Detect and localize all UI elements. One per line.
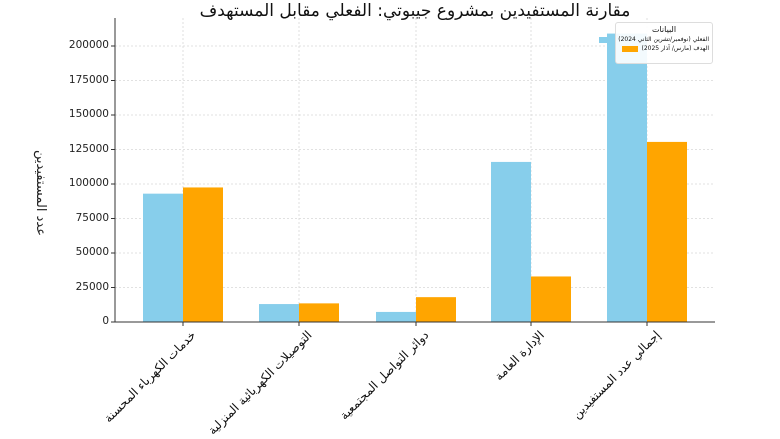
bar-actual <box>376 311 416 322</box>
y-tick-label: 200000 <box>68 39 109 51</box>
y-tick-label: 50000 <box>75 246 109 258</box>
bar-target <box>647 141 687 322</box>
y-tick-label: 0 <box>102 315 109 327</box>
y-tick-label: 100000 <box>68 177 109 189</box>
y-tick-label: 25000 <box>75 280 109 293</box>
bar-actual <box>143 193 183 322</box>
bar-target <box>299 303 339 322</box>
bar-actual <box>607 33 647 322</box>
bar-actual <box>491 161 531 322</box>
y-tick-label: 175000 <box>68 73 109 86</box>
y-tick-label: 125000 <box>68 142 109 155</box>
legend-label-target: الهدف (مارس/ آذار 2025) <box>641 45 709 52</box>
bar-target <box>416 297 456 322</box>
legend-label-actual: الفعلي (نوفمبر/تشرين الثاني 2024) <box>618 36 709 43</box>
legend-item-actual: الفعلي (نوفمبر/تشرين الثاني 2024) <box>599 36 709 43</box>
bar-target <box>183 187 223 322</box>
bar-actual <box>259 304 299 322</box>
legend-item-target: الهدف (مارس/ آذار 2025) <box>619 45 709 52</box>
legend-title: البيانات <box>651 25 677 34</box>
chart-title: مقارنة المستفيدين بمشروع جيبوتي: الفعلي … <box>199 1 631 21</box>
bar-target <box>531 276 571 322</box>
legend: البيانات الفعلي (نوفمبر/تشرين الثاني 202… <box>599 22 713 64</box>
legend-swatch-actual <box>599 36 616 43</box>
y-tick-label: 150000 <box>68 108 109 120</box>
legend-swatch-target <box>622 45 639 52</box>
y-tick-label: 75000 <box>75 211 109 224</box>
